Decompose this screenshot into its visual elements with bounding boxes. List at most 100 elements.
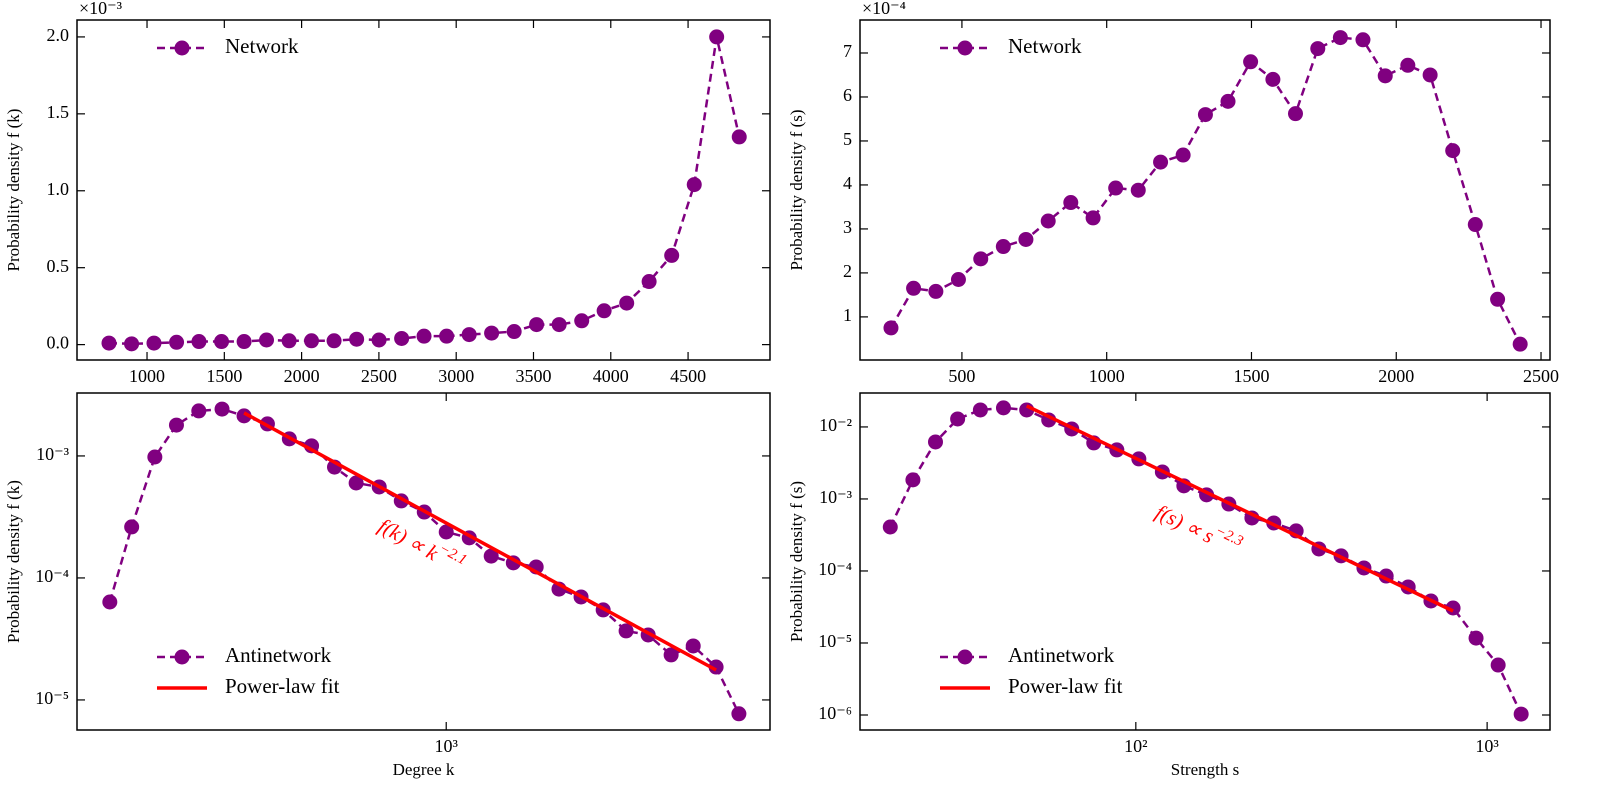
y-tick-label: 10⁻² (819, 415, 852, 435)
data-point (905, 472, 921, 488)
y-tick-label: 10⁻⁴ (818, 559, 852, 579)
data-point (1265, 71, 1281, 87)
y-tick-label: 0.5 (47, 256, 70, 276)
data-point (972, 402, 988, 418)
y-tick-label: 10⁻⁶ (818, 703, 852, 723)
data-point (124, 519, 140, 535)
data-point (927, 434, 943, 450)
data-point (169, 334, 185, 350)
legend-marker (957, 649, 973, 665)
y-axis-label: Probability density f (k) (4, 480, 23, 643)
y-tick-label: 10⁻³ (819, 487, 853, 507)
annotation-exponent: −2.1 (436, 541, 469, 569)
data-point (1175, 147, 1191, 163)
data-point (102, 594, 118, 610)
x-tick-label: 1500 (1233, 366, 1269, 386)
data-point (483, 548, 499, 564)
data-line (889, 406, 1523, 715)
x-tick-label: 1500 (206, 366, 242, 386)
data-point (1287, 106, 1303, 122)
y-tick-label: 5 (843, 129, 852, 149)
data-line (108, 36, 741, 346)
data-point (1490, 291, 1506, 307)
data-point (973, 251, 989, 267)
legend-marker (174, 649, 190, 665)
data-point (1040, 213, 1056, 229)
data-point (995, 239, 1011, 255)
data-point (906, 280, 922, 296)
data-point (1243, 54, 1259, 70)
y-axis-label: Probability density f (s) (787, 481, 806, 642)
data-point (1085, 210, 1101, 226)
legend-label: Antinetwork (225, 643, 332, 667)
x-axis-label: Strength s (1171, 760, 1239, 779)
data-point (326, 333, 342, 349)
x-tick-label: 2500 (1523, 366, 1559, 386)
data-point (1130, 182, 1146, 198)
data-point (394, 330, 410, 346)
x-tick-label: 10³ (1475, 736, 1499, 756)
legend-label: Power-law fit (1008, 674, 1123, 698)
data-point (348, 475, 364, 491)
y-tick-label: 1 (843, 305, 852, 325)
offset-text: ×10⁻³ (79, 0, 123, 18)
x-tick-label: 2000 (284, 366, 320, 386)
data-point (1220, 93, 1236, 109)
data-point (928, 283, 944, 299)
y-tick-label: 10⁻⁵ (818, 631, 852, 651)
y-tick-label: 1.5 (47, 102, 70, 122)
data-point (1400, 57, 1416, 73)
data-point (1332, 30, 1348, 46)
fit-line (243, 411, 717, 672)
data-point (236, 408, 252, 424)
data-point (1197, 107, 1213, 123)
data-point (995, 400, 1011, 416)
legend-label: Power-law fit (225, 674, 340, 698)
x-tick-label: 4000 (593, 366, 629, 386)
x-tick-label: 10³ (435, 736, 459, 756)
data-point (506, 324, 522, 340)
data-point (439, 328, 455, 344)
axes-frame (859, 19, 1551, 361)
data-point (349, 331, 365, 347)
plot-area (883, 30, 1528, 352)
y-tick-label: 0.0 (47, 333, 70, 353)
data-point (663, 647, 679, 663)
annotation-exponent: −2.3 (1212, 523, 1245, 550)
data-point (1445, 600, 1461, 616)
data-point (709, 29, 725, 45)
x-tick-label: 500 (948, 366, 975, 386)
data-point (1467, 217, 1483, 233)
data-point (685, 638, 701, 654)
data-point (1445, 143, 1461, 159)
y-tick-label: 10⁻⁵ (35, 688, 69, 708)
data-point (950, 411, 966, 427)
x-tick-label: 3500 (515, 366, 551, 386)
y-tick-label: 2.0 (47, 25, 70, 45)
data-point (619, 295, 635, 311)
legend-label: Antinetwork (1008, 643, 1115, 667)
data-point (101, 335, 117, 351)
data-point (1422, 67, 1438, 83)
y-tick-label: 1.0 (47, 179, 70, 199)
panel: 10² 10³ 10⁻² 10⁻³ 10⁻⁴ 10⁻⁵ 10⁻⁶ Probability de… (787, 392, 1551, 779)
data-point (1018, 231, 1034, 247)
y-axis-label: Probability density f (s) (787, 109, 806, 270)
offset-text: ×10⁻⁴ (862, 0, 906, 18)
x-tick-label: 2500 (361, 366, 397, 386)
annotation: f(k) ∝ k−2.1 (375, 510, 470, 578)
data-point (708, 659, 724, 675)
legend-label: Network (225, 34, 299, 58)
data-point (1310, 41, 1326, 57)
x-tick-label: 1000 (129, 366, 165, 386)
data-point (146, 335, 162, 351)
data-point (236, 334, 252, 350)
data-point (618, 623, 634, 639)
axes-frame (76, 19, 771, 361)
data-point (596, 303, 612, 319)
legend-marker (174, 40, 190, 56)
data-point (1513, 706, 1529, 722)
panel: 500 1000 1500 2000 2500 1 2 3 4 5 6 7 ×10⁻⁴ Probabili… (787, 0, 1559, 386)
data-point (214, 334, 230, 350)
plot-area (102, 401, 747, 722)
